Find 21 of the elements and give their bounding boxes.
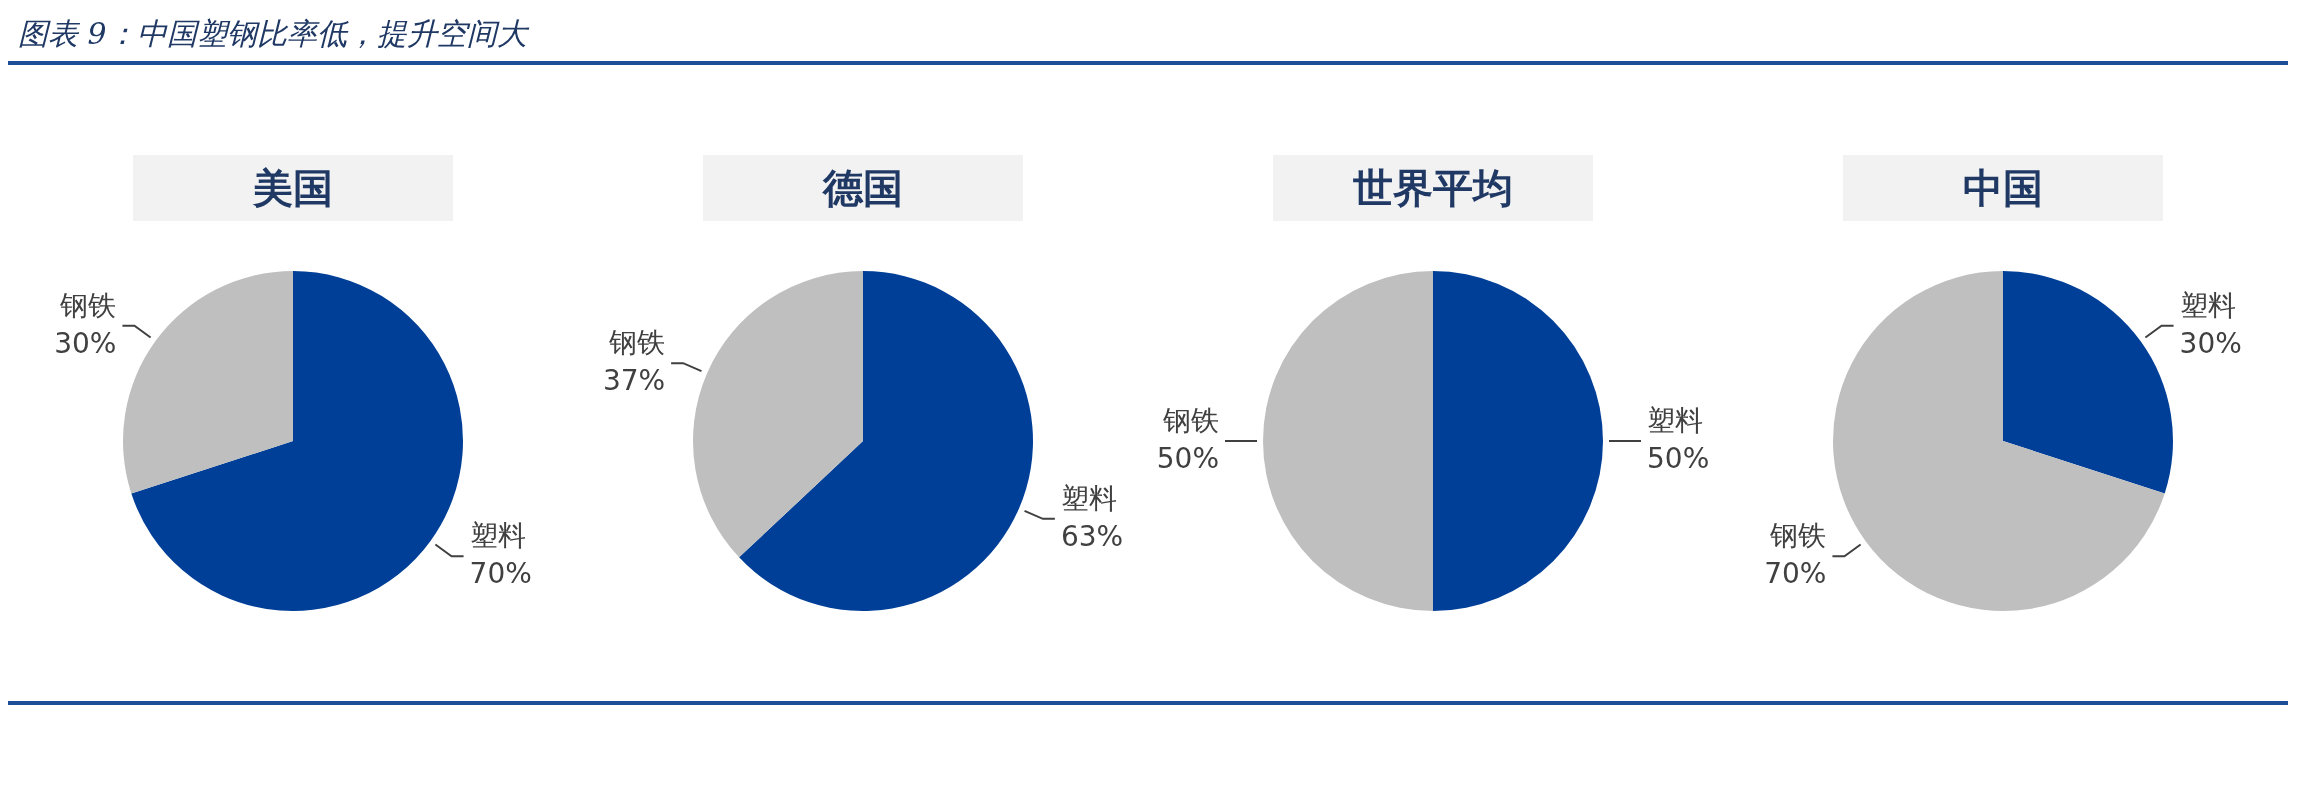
- text: 图表 9：中国塑钢比率低，提升空间大: [8, 8, 2288, 65]
- slice-label: 钢铁: [59, 289, 117, 323]
- slice-label: 塑料: [1647, 404, 1703, 438]
- slice-label: 塑料: [2179, 289, 2236, 323]
- chart-title: 中国: [1843, 155, 2163, 221]
- slice-label: 钢铁: [608, 326, 666, 360]
- data-label: 50%: [1647, 442, 1710, 476]
- chart-title: 德国: [703, 155, 1023, 221]
- data-label: 37%: [602, 364, 666, 398]
- slice-label: 钢铁: [1769, 519, 1827, 553]
- slice-label: 塑料: [469, 519, 526, 553]
- data-label: 70%: [469, 557, 532, 591]
- data-label: 63%: [1060, 520, 1124, 554]
- slice-label: 塑料: [1060, 482, 1117, 516]
- data-label: 30%: [2179, 327, 2242, 361]
- chart-title: 美国: [133, 155, 453, 221]
- data-label: 70%: [1764, 557, 1827, 591]
- data-label: 50%: [1156, 442, 1219, 476]
- data-label: 30%: [54, 327, 117, 361]
- chart-title: 世界平均: [1273, 155, 1593, 221]
- slice-label: 钢铁: [1162, 404, 1219, 438]
